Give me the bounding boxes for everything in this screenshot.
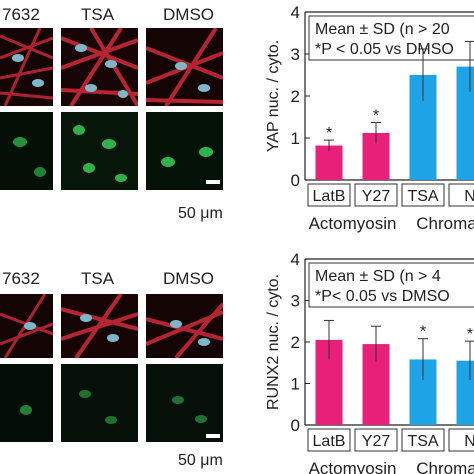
annotation-line: *P < 0.05 vs DMSO	[315, 41, 454, 58]
category-box	[354, 428, 398, 452]
column-label-dmso: DMSO	[163, 5, 214, 24]
category-box	[307, 428, 351, 452]
category-box	[401, 428, 445, 452]
significance-star: *	[373, 107, 379, 124]
y-tick-label: 0	[291, 416, 300, 435]
group-label: Actomyosin	[309, 214, 397, 233]
category-label: Y27	[362, 433, 391, 450]
legend-box	[308, 15, 474, 61]
category-box	[354, 183, 398, 207]
column-label-y27632: 7632	[2, 269, 40, 288]
y-tick-label: 3	[291, 45, 300, 64]
y-tick-label: 1	[291, 375, 300, 394]
category-box	[307, 183, 351, 207]
column-label-tsa: TSA	[81, 269, 115, 288]
scale-bar-label: 50 μm	[178, 452, 223, 469]
significance-star: *	[326, 125, 332, 142]
category-label: Y27	[362, 188, 391, 205]
bar	[456, 360, 474, 425]
micrograph-actin-y27632	[0, 28, 53, 106]
micrograph-actin-dmso	[146, 294, 223, 358]
micrograph-runx2-tsa	[61, 364, 138, 442]
y-tick-label: 4	[291, 250, 300, 269]
column-label-tsa: TSA	[81, 5, 115, 24]
category-label: TSA	[407, 433, 438, 450]
micrograph-actin-tsa	[61, 28, 138, 106]
category-label: LatB	[313, 433, 346, 450]
micrograph-actin-dmso	[146, 28, 223, 106]
category-label: N	[464, 433, 474, 450]
y-tick-label: 3	[291, 292, 300, 311]
runx2-bar-chart: 0 1 2 3 4 RUNX2 nuc. / cyto. Mean ± SD (n > 4 *…	[265, 250, 474, 474]
micrograph-actin-tsa	[61, 294, 138, 358]
group-label: Actomyosin	[309, 459, 397, 474]
category-label: LatB	[313, 188, 346, 205]
micrograph-actin-y27632	[0, 294, 53, 358]
group-label: Chroma	[416, 459, 474, 474]
bar	[456, 66, 474, 180]
significance-star: *	[420, 324, 426, 341]
scale-bar	[206, 434, 220, 438]
y-tick-label: 0	[291, 171, 300, 190]
bar	[315, 145, 343, 180]
category-box	[448, 428, 474, 452]
category-box	[448, 183, 474, 207]
y-tick-label: 2	[291, 333, 300, 352]
category-box	[401, 183, 445, 207]
group-label: Chroma	[416, 214, 474, 233]
micrograph-yap-dmso	[146, 112, 223, 190]
micrograph-runx2-y27632	[0, 364, 53, 442]
y-axis-label: RUNX2 nuc. / cyto.	[265, 274, 282, 410]
legend-box	[308, 262, 474, 308]
annotation-line: Mean ± SD (n > 4	[315, 268, 441, 285]
significance-star: *	[467, 326, 473, 343]
annotation-line: *P< 0.05 vs DMSO	[315, 288, 450, 305]
micrograph-runx2-dmso	[146, 364, 223, 442]
y-tick-label: 4	[291, 3, 300, 22]
scale-bar-label: 50 μm	[178, 205, 223, 222]
column-label-y27632: 7632	[2, 5, 40, 24]
micrograph-yap-tsa	[61, 112, 138, 190]
yap-bar-chart: 0 1 2 3 4 YAP nuc. / cyto. Mean ± SD (n > 20 *P…	[265, 3, 474, 233]
y-tick-label: 2	[291, 87, 300, 106]
y-tick-label: 1	[291, 129, 300, 148]
column-label-dmso: DMSO	[163, 269, 214, 288]
category-label: TSA	[407, 188, 438, 205]
category-label: N	[464, 188, 474, 205]
micrograph-yap-y27632	[0, 112, 53, 190]
y-axis-label: YAP nuc. / cyto.	[265, 40, 282, 152]
annotation-line: Mean ± SD (n > 20	[315, 21, 450, 38]
scale-bar	[206, 180, 220, 184]
